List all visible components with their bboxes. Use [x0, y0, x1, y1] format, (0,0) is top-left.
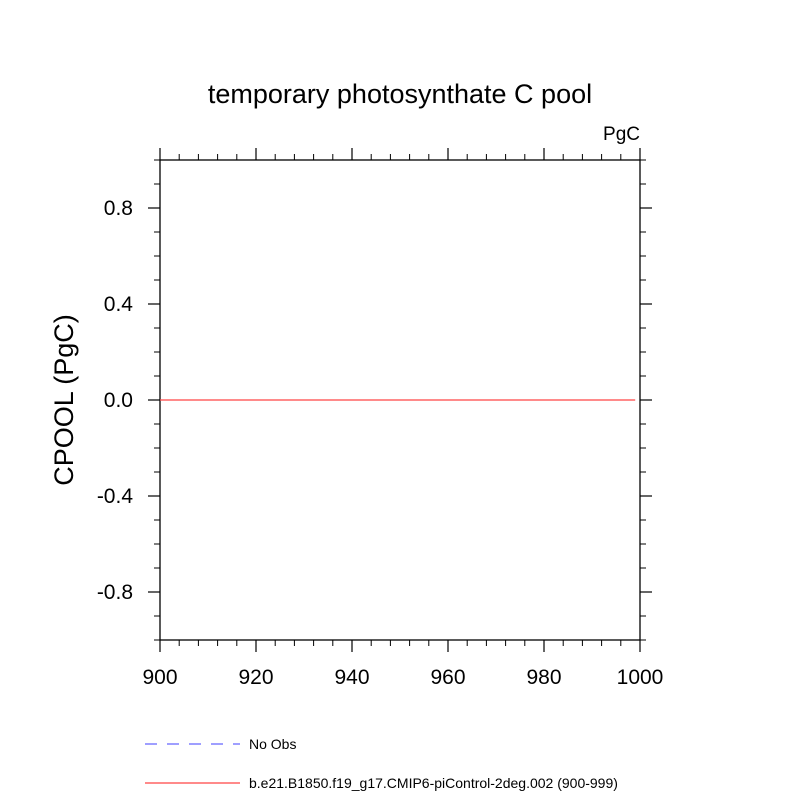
y-tick-label: 0.8: [104, 197, 133, 220]
axis-ticks: [148, 148, 652, 652]
x-tick-label: 960: [430, 666, 465, 689]
units-label: PgC: [603, 124, 640, 145]
legend-label-1: b.e21.B1850.f19_g17.CMIP6-piControl-2deg…: [249, 775, 618, 791]
x-tick-label: 1000: [617, 666, 664, 689]
y-axis-label: CPOOL (PgC): [49, 314, 79, 486]
legend-label-0: No Obs: [249, 736, 296, 752]
x-tick-label: 940: [334, 666, 369, 689]
legend: No Obs b.e21.B1850.f19_g17.CMIP6-piContro…: [145, 736, 618, 791]
x-tick-label: 980: [526, 666, 561, 689]
y-tick-label: -0.4: [97, 485, 134, 508]
x-tick-label: 900: [142, 666, 177, 689]
y-tick-label: 0.0: [104, 389, 133, 412]
y-tick-label: 0.4: [104, 293, 134, 316]
y-tick-label: -0.8: [97, 581, 133, 604]
tick-labels: 900 920 940 960 980 1000 -0.8 -0.4 0.0 0.4 0.8: [97, 197, 664, 689]
x-tick-label: 920: [238, 666, 273, 689]
chart-title: temporary photosynthate C pool: [208, 79, 592, 109]
